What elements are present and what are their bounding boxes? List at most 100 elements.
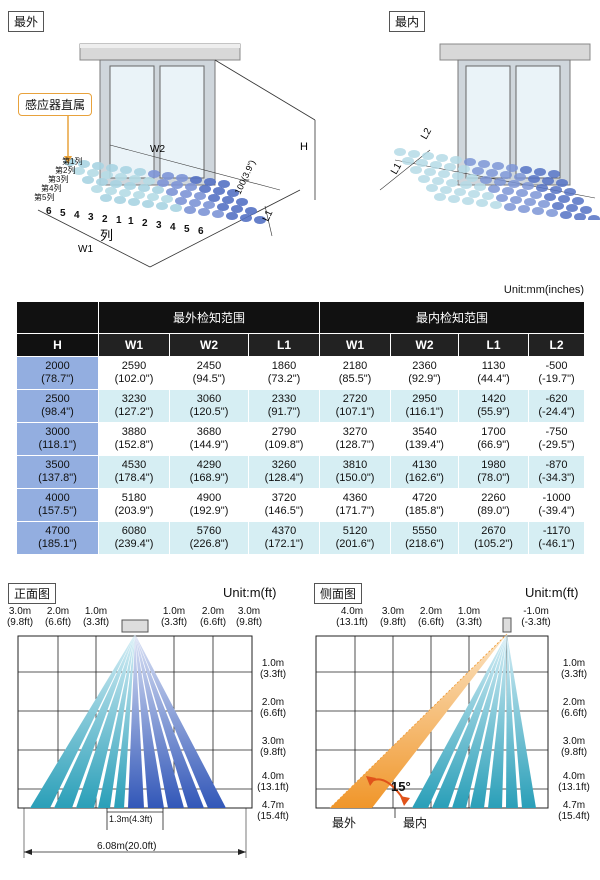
detection-dot (245, 207, 257, 215)
detection-dot (440, 186, 452, 194)
detection-dot (546, 209, 558, 217)
side-top-label: -1.0m (-3.3ft) (521, 606, 551, 628)
inner-door-illustration: L1 L2 (379, 43, 600, 220)
front-beam (128, 634, 144, 808)
side-tag: 侧面图 (314, 583, 363, 604)
value-cell: 2450 (94.5") (169, 356, 249, 390)
height-cell: 4000 (157.5") (16, 488, 99, 522)
column-header: W2 (169, 333, 249, 357)
side-beam (432, 634, 507, 808)
detection-dot (171, 181, 183, 189)
detection-dot (157, 179, 169, 187)
table-row: 4700 (185.1") 6080 (239.4") 5760 (226.8") 4370… (16, 521, 586, 555)
front-beam (135, 634, 184, 808)
table-row: 3000 (118.1") 3880 (152.8") 3680 (144.9") 2790… (16, 422, 586, 456)
detection-dot (500, 171, 512, 179)
detection-dot (161, 195, 173, 203)
detection-dot (426, 184, 438, 192)
value-cell: 3230 (127.2") (98, 389, 170, 423)
side-beam (506, 634, 518, 808)
detection-dot (129, 175, 141, 183)
value-cell: 3680 (144.9") (169, 422, 249, 456)
detection-dot (538, 200, 550, 208)
detection-dot (162, 172, 174, 180)
detection-dot (508, 180, 520, 188)
row-label-4: 第4列 (41, 184, 62, 193)
front-top-label: 1.0m (3.3ft) (82, 606, 110, 628)
group-inner-header: 最内检知范围 (319, 301, 586, 334)
detection-dot (115, 173, 127, 181)
detection-dot (452, 172, 464, 180)
detection-dot (572, 197, 584, 205)
detection-dot (133, 191, 145, 199)
value-cell: 2360 (92.9") (390, 356, 460, 390)
detection-dot (227, 189, 239, 197)
side-top-label: 3.0m (9.8ft) (379, 606, 407, 628)
side-beam (412, 634, 507, 808)
detection-dot (454, 188, 466, 196)
detection-dot (134, 168, 146, 176)
col-num: 4 (170, 222, 176, 233)
detection-dot (446, 179, 458, 187)
side-beam (452, 634, 507, 808)
detection-dot (476, 199, 488, 207)
side-beam (470, 634, 507, 808)
detection-dot (434, 193, 446, 201)
detection-dot (222, 196, 234, 204)
value-cell: -1170 (-46.1") (528, 521, 586, 555)
height-cell: 2500 (98.4") (16, 389, 99, 423)
detection-dot (199, 185, 211, 193)
detection-dot (520, 166, 532, 174)
detection-dot (120, 166, 132, 174)
inner-tag: 最内 (389, 11, 426, 32)
front-beam (135, 634, 164, 808)
front-right-label: 3.0m (9.8ft) (259, 736, 287, 758)
side-sensor (502, 617, 512, 633)
height-cell: 4700 (185.1") (16, 521, 99, 555)
front-right-label: 1.0m (3.3ft) (259, 658, 287, 680)
side-beam (488, 634, 507, 808)
group-outer-header: 最外检知范围 (97, 301, 321, 334)
detection-dot (460, 181, 472, 189)
detection-dot (502, 187, 514, 195)
detection-dot (432, 177, 444, 185)
detection-dot (198, 208, 210, 216)
angle-label: 15° (391, 779, 411, 794)
detection-dot (524, 198, 536, 206)
detection-dot (492, 162, 504, 170)
w1-label: W1 (78, 244, 93, 255)
detection-dot (580, 206, 592, 214)
detection-dot (496, 194, 508, 202)
height-cell: 3500 (137.8") (16, 455, 99, 489)
detection-dot (119, 189, 131, 197)
detection-dot (534, 168, 546, 176)
outer-tag: 最外 (8, 11, 45, 32)
col-num: 3 (88, 212, 94, 223)
detection-dot (152, 186, 164, 194)
outer-detection-dots (64, 158, 266, 224)
sensor-note: 感应器直属 (18, 93, 93, 116)
inner-width-label: 1.3m(4.3ft) (109, 814, 153, 824)
side-right-label: 4.7m (15.4ft) (558, 800, 590, 822)
detection-dot (110, 180, 122, 188)
front-beam (98, 634, 135, 808)
front-beam (30, 634, 135, 808)
table-row: 3500 (137.8") 4530 (178.4") 4290 (168.9") 3260… (16, 455, 586, 489)
col-num: 3 (156, 220, 162, 231)
detection-dot (472, 167, 484, 175)
side-top-label: 1.0m (3.3ft) (455, 606, 483, 628)
detection-dot (231, 205, 243, 213)
detection-dot (212, 210, 224, 218)
detection-dot (558, 195, 570, 203)
detection-dot (402, 157, 414, 165)
detection-dot (480, 176, 492, 184)
detection-dot (588, 215, 600, 220)
detection-dot (180, 190, 192, 198)
value-cell: -620 (-24.4") (528, 389, 586, 423)
value-cell: 6080 (239.4") (98, 521, 170, 555)
detection-dot (516, 189, 528, 197)
arrowhead (24, 849, 32, 855)
outer-beam-edge (329, 633, 508, 809)
value-cell: 5760 (226.8") (169, 521, 249, 555)
